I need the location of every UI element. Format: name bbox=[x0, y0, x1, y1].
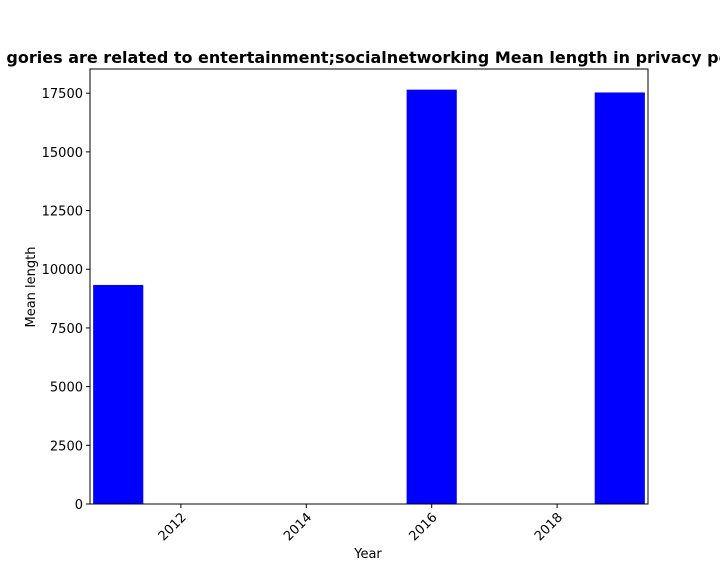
x-tick-label: 2014 bbox=[281, 510, 315, 544]
plot-area-frame bbox=[89, 68, 649, 505]
y-tick-label: 17500 bbox=[42, 87, 83, 102]
x-axis: 2012 2014 2016 2018 bbox=[156, 504, 566, 544]
chart-title: gories are related to entertainment;soci… bbox=[6, 48, 720, 67]
y-tick-label: 0 bbox=[75, 498, 83, 513]
x-tick-label: 2018 bbox=[532, 510, 566, 544]
bars-layer bbox=[93, 89, 645, 505]
x-axis-title: Year bbox=[353, 547, 382, 562]
y-tick-label: 2500 bbox=[50, 439, 83, 454]
bar-2019 bbox=[594, 92, 645, 504]
x-tick-label: 2016 bbox=[407, 510, 441, 544]
y-tick-label: 12500 bbox=[42, 205, 83, 220]
y-tick-label: 10000 bbox=[42, 263, 83, 278]
y-tick-label: 7500 bbox=[50, 322, 83, 337]
y-axis: 0 2500 5000 7500 10000 12500 15000 17500 bbox=[42, 87, 90, 513]
bar-2016 bbox=[406, 89, 457, 505]
y-tick-label: 5000 bbox=[50, 381, 83, 396]
y-tick-label: 15000 bbox=[42, 146, 83, 161]
x-tick-label: 2012 bbox=[156, 510, 190, 544]
bar-2011 bbox=[93, 284, 144, 504]
y-axis-title: Mean length bbox=[24, 247, 39, 328]
